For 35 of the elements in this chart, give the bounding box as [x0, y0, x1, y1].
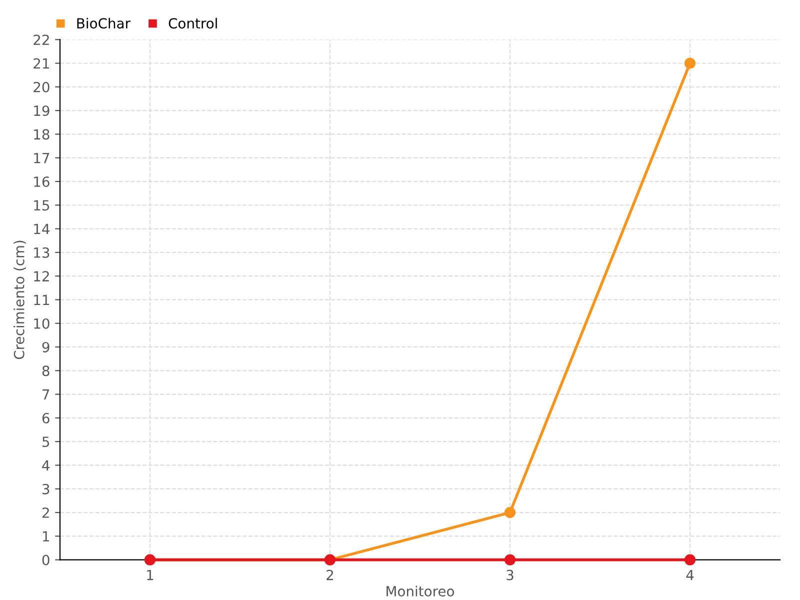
x-tick-label: 3: [506, 570, 514, 580]
y-tick-label: 5: [42, 436, 50, 448]
x-tick-label: 1: [147, 570, 154, 580]
x-tick-label: 2: [326, 570, 334, 580]
y-tick-label: 20: [34, 82, 50, 92]
y-tick-label: 11: [34, 294, 49, 305]
legend-label: BioChar: [77, 18, 131, 29]
y-tick-label: 15: [34, 200, 50, 211]
y-tick-label: 17: [34, 152, 50, 164]
y-tick-label: 21: [34, 58, 49, 69]
y-tick-label: 2: [42, 507, 49, 518]
y-tick-label: 9: [42, 342, 50, 352]
y-tick-label: 7: [42, 389, 50, 400]
point: [504, 506, 516, 518]
point: [504, 554, 516, 566]
y-axis-title: Crecimiento (cm): [14, 240, 26, 360]
y-tick-label: 10: [34, 318, 50, 329]
y-tick-label: 22: [34, 34, 49, 45]
y-tick-label: 8: [42, 366, 50, 376]
legend-label: Control: [168, 18, 217, 29]
y-tick-label: 13: [34, 247, 50, 258]
y-tick-label: 3: [42, 484, 50, 494]
point: [684, 58, 696, 69]
y-tick-label: 6: [42, 412, 50, 424]
x-axis-title: Monitoreo: [386, 586, 454, 596]
y-tick-label: 16: [34, 176, 50, 187]
x-tick-label: 4: [686, 570, 694, 580]
y-tick-label: 12: [34, 271, 49, 282]
y-tick-label: 14: [34, 224, 50, 234]
y-tick-label: 0: [42, 554, 50, 566]
point: [684, 554, 696, 566]
y-tick-label: 1: [42, 531, 49, 542]
y-tick-label: 19: [34, 106, 50, 116]
y-tick-label: 4: [42, 460, 50, 470]
y-tick-label: 18: [34, 129, 50, 140]
